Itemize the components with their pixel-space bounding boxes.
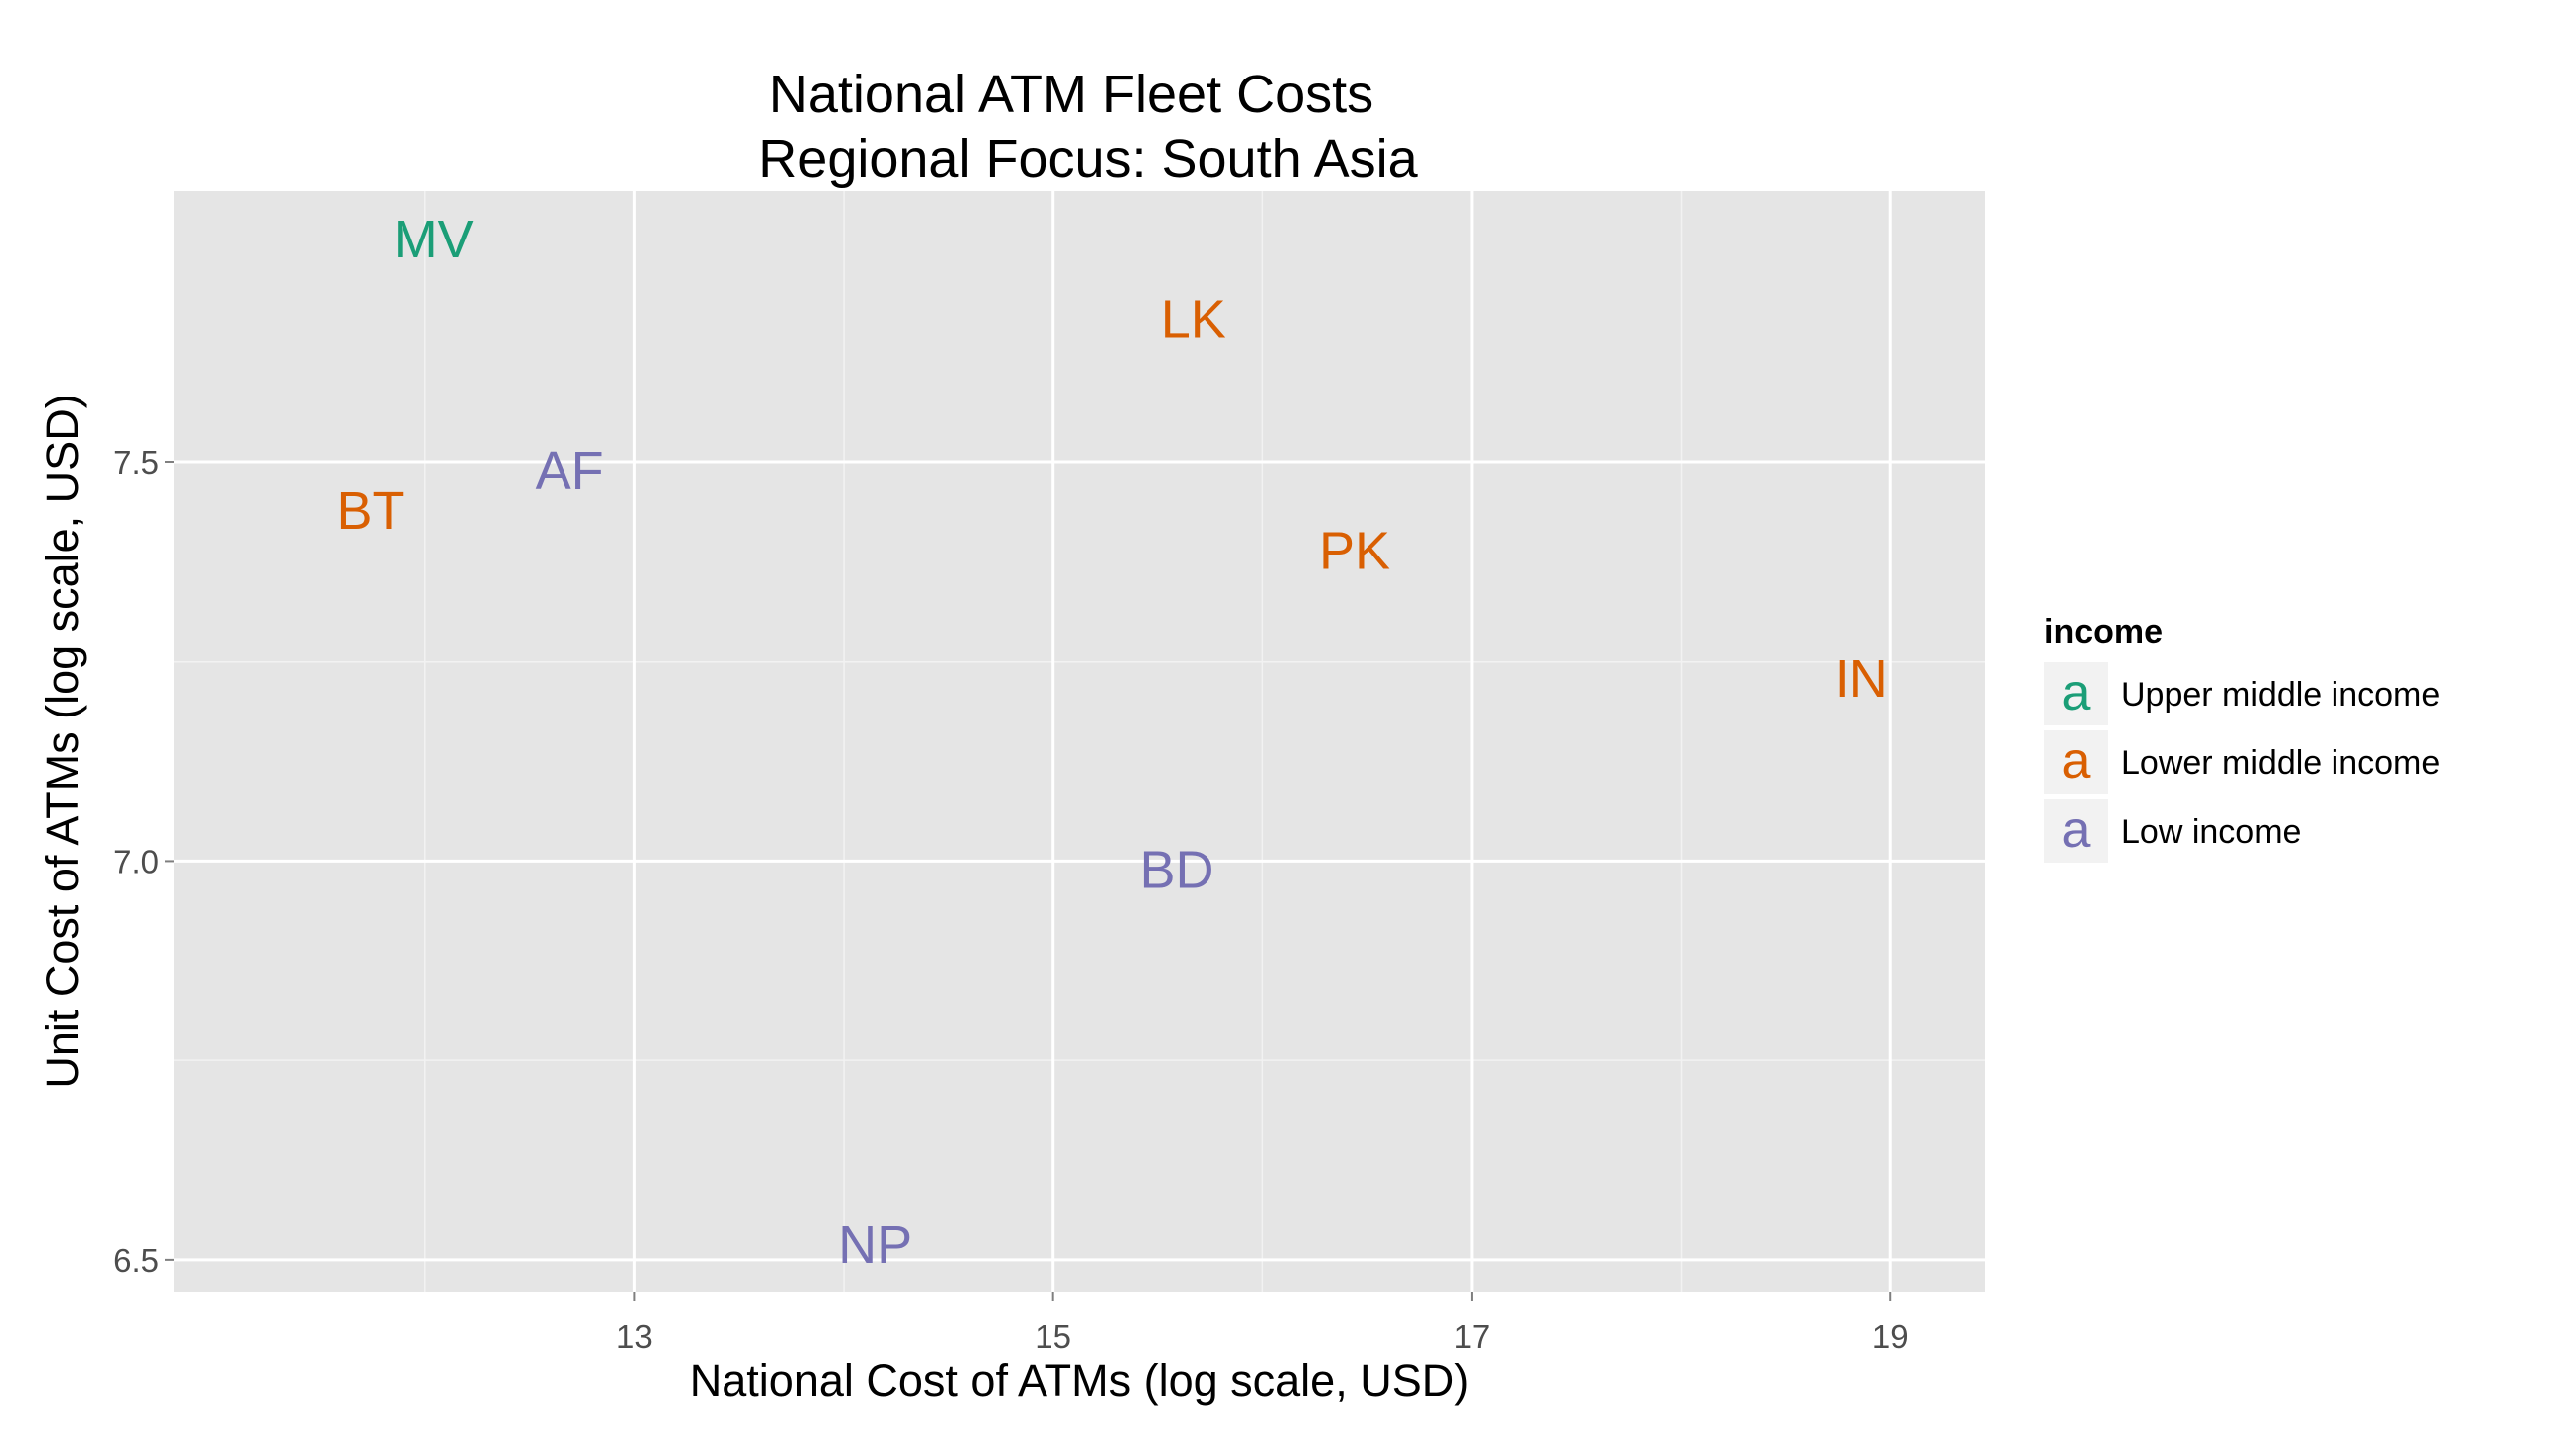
chart-title: National ATM Fleet Costs [769,65,1373,124]
point-label-mv: MV [394,210,474,269]
x-tick-label: 15 [1035,1318,1071,1354]
x-axis: 13 15 17 19 [616,1292,1909,1354]
legend-key-glyph: a [2062,732,2091,790]
chart-subtitle: Regional Focus: South Asia [758,129,1418,189]
point-label-af: AF [536,441,604,501]
x-axis-title: National Cost of ATMs (log scale, USD) [690,1355,1469,1406]
legend-key-glyph: a [2062,801,2091,859]
y-axis-title: Unit Cost of ATMs (log scale, USD) [37,394,87,1088]
y-axis: 6.5 7.0 7.5 [113,444,174,1279]
point-label-in: IN [1835,649,1888,709]
legend-entry-label: Lower middle income [2121,744,2440,782]
x-tick-label: 19 [1872,1318,1909,1354]
point-label-lk: LK [1161,289,1226,349]
legend-entry-label: Low income [2121,813,2301,851]
y-tick-label: 7.0 [113,843,159,879]
x-tick-label: 17 [1454,1318,1491,1354]
y-tick-label: 7.5 [113,444,159,481]
plot-panel [174,191,1985,1292]
x-tick-label: 13 [616,1318,653,1354]
legend: income a Upper middle income a Lower middle… [2044,613,2440,863]
point-label-np: NP [838,1215,912,1275]
y-tick-label: 6.5 [113,1242,159,1279]
legend-entry-label: Upper middle income [2121,676,2440,714]
point-label-pk: PK [1319,521,1390,580]
legend-title: income [2044,613,2163,651]
legend-key-glyph: a [2062,664,2091,721]
point-label-bd: BD [1139,840,1213,899]
point-label-bt: BT [336,481,404,541]
